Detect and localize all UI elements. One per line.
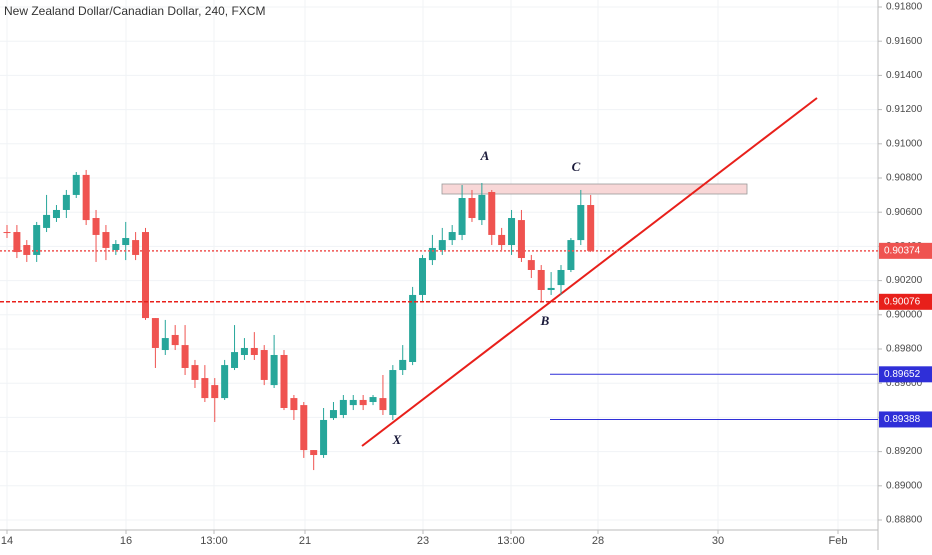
- candle-body: [201, 378, 209, 399]
- y-tick-label: 0.90600: [886, 207, 923, 218]
- candle-body: [419, 258, 427, 295]
- candle-body: [359, 399, 367, 406]
- candle-body: [240, 347, 248, 355]
- point-label: X: [392, 432, 402, 447]
- candle-body: [250, 347, 258, 355]
- candle-body: [320, 419, 328, 456]
- candle-body: [468, 198, 476, 219]
- candle-body: [280, 354, 288, 408]
- price-label: 0.90374: [884, 245, 921, 256]
- candle-body: [211, 385, 219, 399]
- candle-body: [151, 318, 159, 348]
- candle-body: [339, 399, 347, 416]
- candle-body: [379, 398, 387, 411]
- candle-body: [300, 405, 308, 451]
- candle-body: [448, 232, 456, 241]
- candle-body: [508, 218, 516, 246]
- y-tick-label: 0.91600: [886, 36, 923, 47]
- candle-body: [567, 240, 575, 270]
- candle-body: [161, 338, 169, 351]
- price-label-bg: [879, 293, 932, 310]
- price-label-bg: [879, 411, 932, 428]
- candle-body: [290, 398, 298, 411]
- y-tick-label: 0.89200: [886, 446, 923, 457]
- price-label: 0.89388: [884, 414, 921, 425]
- candle-body: [92, 218, 100, 235]
- candle-body: [23, 245, 31, 255]
- price-label: 0.89652: [884, 369, 921, 380]
- x-tick-label: 28: [592, 535, 604, 547]
- y-tick-label: 0.89600: [886, 378, 923, 389]
- candle-body: [33, 225, 41, 255]
- price-label: 0.90076: [884, 296, 921, 307]
- candle-body: [389, 370, 397, 416]
- candle-body: [171, 334, 179, 346]
- candle-body: [438, 240, 446, 250]
- y-tick-label: 0.91000: [886, 138, 923, 149]
- candle-body: [221, 365, 229, 399]
- candle-body: [270, 354, 278, 386]
- y-tick-label: 0.91400: [886, 70, 923, 81]
- y-tick-label: 0.88800: [886, 515, 923, 526]
- candle-body: [102, 232, 110, 248]
- candle-body: [191, 365, 199, 380]
- candle-body: [349, 399, 357, 406]
- candle-body: [428, 247, 436, 261]
- candle-body: [231, 352, 239, 368]
- candle-body: [181, 345, 189, 368]
- candle-body: [488, 192, 496, 235]
- x-tick-label: 14: [1, 535, 13, 547]
- candle-body: [52, 209, 60, 219]
- candle-body: [537, 269, 545, 291]
- candle-body: [577, 205, 585, 241]
- candle-body: [3, 232, 11, 234]
- y-tick-label: 0.90000: [886, 309, 923, 320]
- y-tick-label: 0.89800: [886, 344, 923, 355]
- candle-body: [72, 174, 80, 195]
- candle-body: [399, 359, 407, 371]
- candle-body: [547, 287, 555, 291]
- candle-body: [142, 232, 150, 319]
- candle-body: [478, 194, 486, 221]
- point-label: A: [480, 148, 490, 163]
- candle-body: [587, 205, 595, 251]
- point-label: C: [572, 159, 581, 174]
- candle-body: [62, 194, 70, 210]
- x-tick-label: 13:00: [497, 535, 525, 547]
- y-tick-label: 0.90800: [886, 173, 923, 184]
- x-tick-label: 13:00: [200, 535, 228, 547]
- candle-body: [82, 174, 90, 221]
- trend-line: [361, 97, 818, 447]
- candle-body: [310, 450, 318, 456]
- candle-body: [43, 214, 51, 228]
- point-label: B: [540, 313, 550, 328]
- y-tick-label: 0.90200: [886, 275, 923, 286]
- candle-body: [112, 244, 120, 250]
- x-tick-label: 23: [417, 535, 429, 547]
- y-tick-label: 0.91200: [886, 104, 923, 115]
- price-label-bg: [879, 366, 932, 383]
- candle-body: [409, 294, 417, 362]
- price-label-bg: [879, 242, 932, 259]
- candle-body: [329, 410, 337, 419]
- chart-title: New Zealand Dollar/Canadian Dollar, 240,…: [4, 4, 265, 18]
- x-tick-label: 16: [120, 535, 132, 547]
- candle-body: [498, 234, 506, 246]
- candle-body: [458, 198, 466, 235]
- y-tick-label: 0.91800: [886, 2, 923, 13]
- candle-body: [13, 232, 21, 253]
- candle-body: [557, 269, 565, 286]
- candle-body: [132, 240, 140, 255]
- resistance-zone: [441, 183, 748, 195]
- candle-body: [527, 260, 535, 270]
- x-tick-label: 21: [299, 535, 311, 547]
- y-tick-label: 0.89000: [886, 480, 923, 491]
- x-tick-label: 30: [712, 535, 724, 547]
- x-tick-label: Feb: [829, 535, 848, 547]
- candle-body: [517, 220, 525, 259]
- candle-body: [122, 238, 130, 246]
- candle-body: [369, 397, 377, 403]
- candle-body: [260, 350, 268, 380]
